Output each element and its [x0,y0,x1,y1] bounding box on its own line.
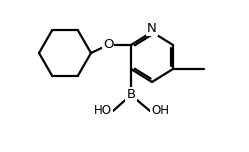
Text: O: O [103,38,113,52]
Text: OH: OH [151,105,169,117]
Text: B: B [126,88,135,102]
Text: N: N [147,21,157,35]
Text: HO: HO [94,105,112,117]
